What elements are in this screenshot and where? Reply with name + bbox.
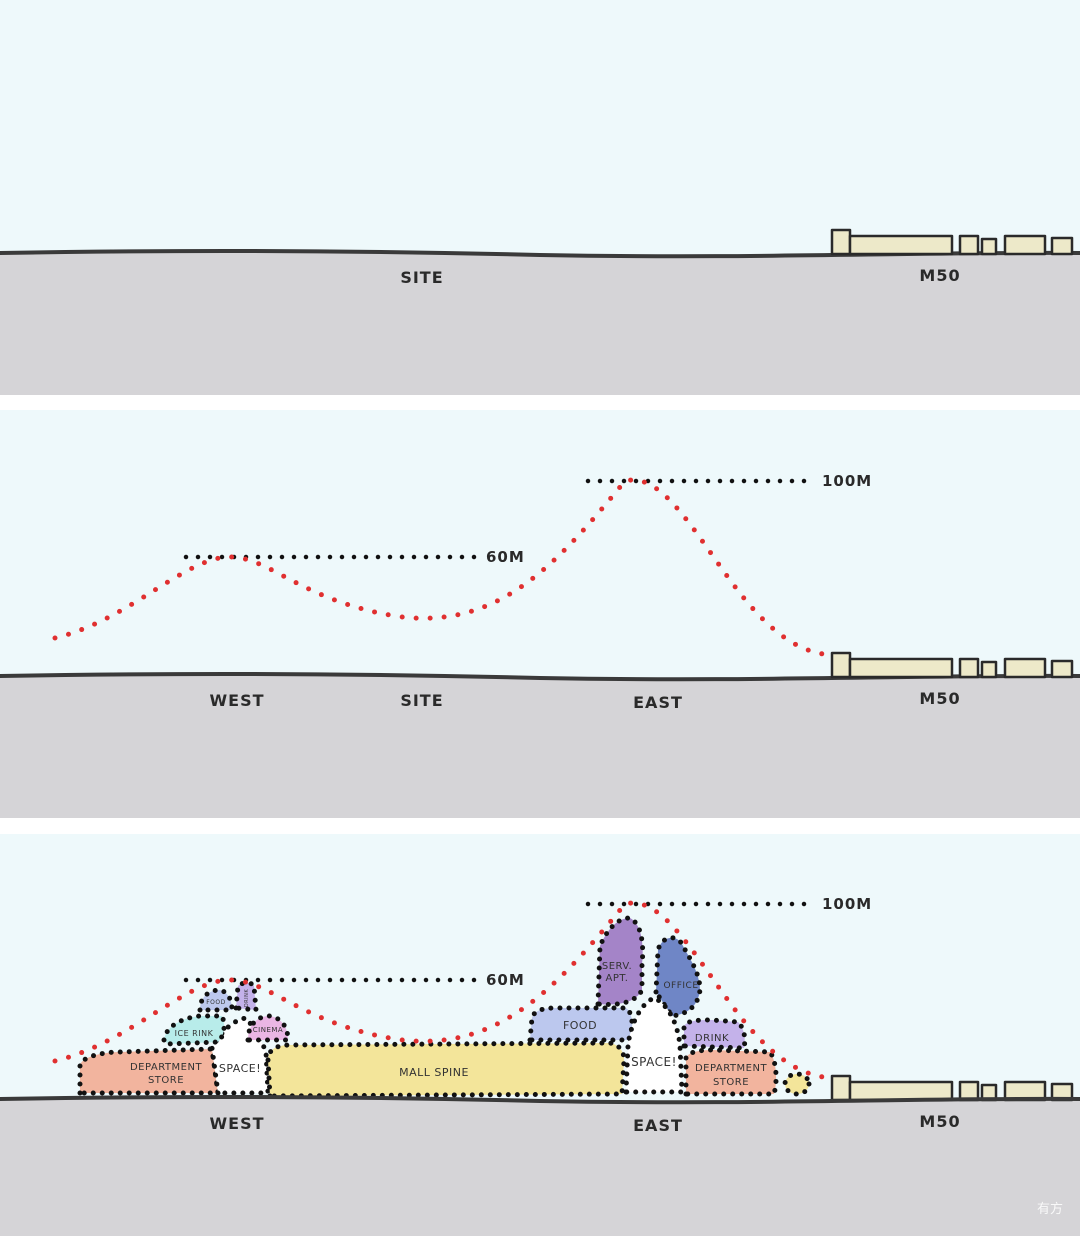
label-60m: 60M — [486, 548, 525, 566]
m50-building — [848, 234, 954, 256]
zone-label-dept-west-1: DEPARTMENT — [130, 1062, 203, 1073]
label-m50: M50 — [919, 1112, 960, 1131]
ground-1 — [0, 251, 1080, 395]
m50-building — [848, 1080, 954, 1102]
zone-mall-spine: MALL SPINE — [265, 1040, 627, 1099]
label-m50: M50 — [919, 266, 960, 285]
zone-label-drink-small: DRINK — [244, 989, 250, 1008]
label-east: EAST — [633, 693, 683, 712]
label-east: EAST — [633, 1116, 683, 1135]
ground-line-3 — [0, 1095, 1080, 1105]
label-west: WEST — [209, 1114, 264, 1133]
zone-label-apt: APT. — [606, 973, 629, 984]
zone-space-east: SPACE! — [623, 995, 685, 1095]
m50-building — [980, 237, 998, 256]
zone-label-space-east: SPACE! — [631, 1055, 677, 1069]
m50-building — [958, 234, 980, 256]
zone-label-dept-east-2: STORE — [713, 1077, 749, 1088]
label-100m: 100M — [822, 472, 872, 490]
panel-1: SITE M50 — [0, 0, 1080, 395]
zone-small-pavilion — [782, 1071, 812, 1097]
zone-label-food-small: FOOD — [206, 999, 226, 1006]
zone-serviced-apartments: SERV. APT. — [595, 915, 646, 1007]
m50-building — [980, 660, 998, 679]
ground-3 — [0, 1097, 1080, 1236]
zone-label-space-west: SPACE! — [219, 1062, 261, 1075]
label-west: WEST — [209, 691, 264, 710]
zone-ice-rink: ICE RINK — [161, 1013, 227, 1047]
zone-label-drink: DRINK — [695, 1033, 729, 1044]
label-100m: 100M — [822, 895, 872, 913]
zone-food: FOOD — [527, 1005, 635, 1043]
ground-2 — [0, 674, 1080, 818]
label-site: SITE — [400, 268, 443, 287]
m50-building — [1003, 657, 1047, 679]
zone-office: OFFICE — [653, 935, 703, 1019]
m50-building — [830, 228, 852, 256]
label-60m: 60M — [486, 971, 525, 989]
watermark: 有方 — [1037, 1201, 1063, 1217]
zone-label-mall-spine: MALL SPINE — [399, 1066, 469, 1079]
m50-building — [1050, 659, 1074, 679]
m50-building — [958, 657, 980, 679]
panel-3: 60M 100M DEPARTMENT STORE SPACE! ICE RIN… — [0, 834, 1080, 1236]
zone-label-serv: SERV. — [602, 961, 632, 972]
zone-label-ice-rink: ICE RINK — [175, 1029, 214, 1038]
zone-department-store-east: DEPARTMENT STORE — [683, 1047, 779, 1097]
zone-drink-small: DRINK — [233, 980, 259, 1013]
zone-drink: DRINK — [681, 1017, 748, 1051]
zone-label-food: FOOD — [563, 1019, 597, 1032]
zone-food-small: FOOD — [197, 987, 235, 1013]
m50-buildings-2 — [830, 651, 1074, 679]
zone-label-cinema: CINEMA — [253, 1026, 283, 1034]
m50-building — [1003, 234, 1047, 256]
zone-department-store-west: DEPARTMENT STORE — [77, 1046, 221, 1096]
label-m50: M50 — [919, 689, 960, 708]
m50-building — [1050, 236, 1074, 256]
zone-label-dept-east-1: DEPARTMENT — [695, 1063, 768, 1074]
m50-building — [848, 657, 954, 679]
m50-buildings-1 — [830, 228, 1074, 256]
zone-cinema: CINEMA — [245, 1013, 291, 1043]
zone-label-dept-west-2: STORE — [148, 1075, 184, 1086]
m50-building — [830, 651, 852, 679]
panel-2: 60M 100M WEST SITE EAST M50 — [0, 410, 1080, 818]
label-site: SITE — [400, 691, 443, 710]
m50-building — [830, 1074, 852, 1102]
m50-buildings-3 — [830, 1074, 1074, 1102]
zone-label-office: OFFICE — [663, 981, 698, 991]
